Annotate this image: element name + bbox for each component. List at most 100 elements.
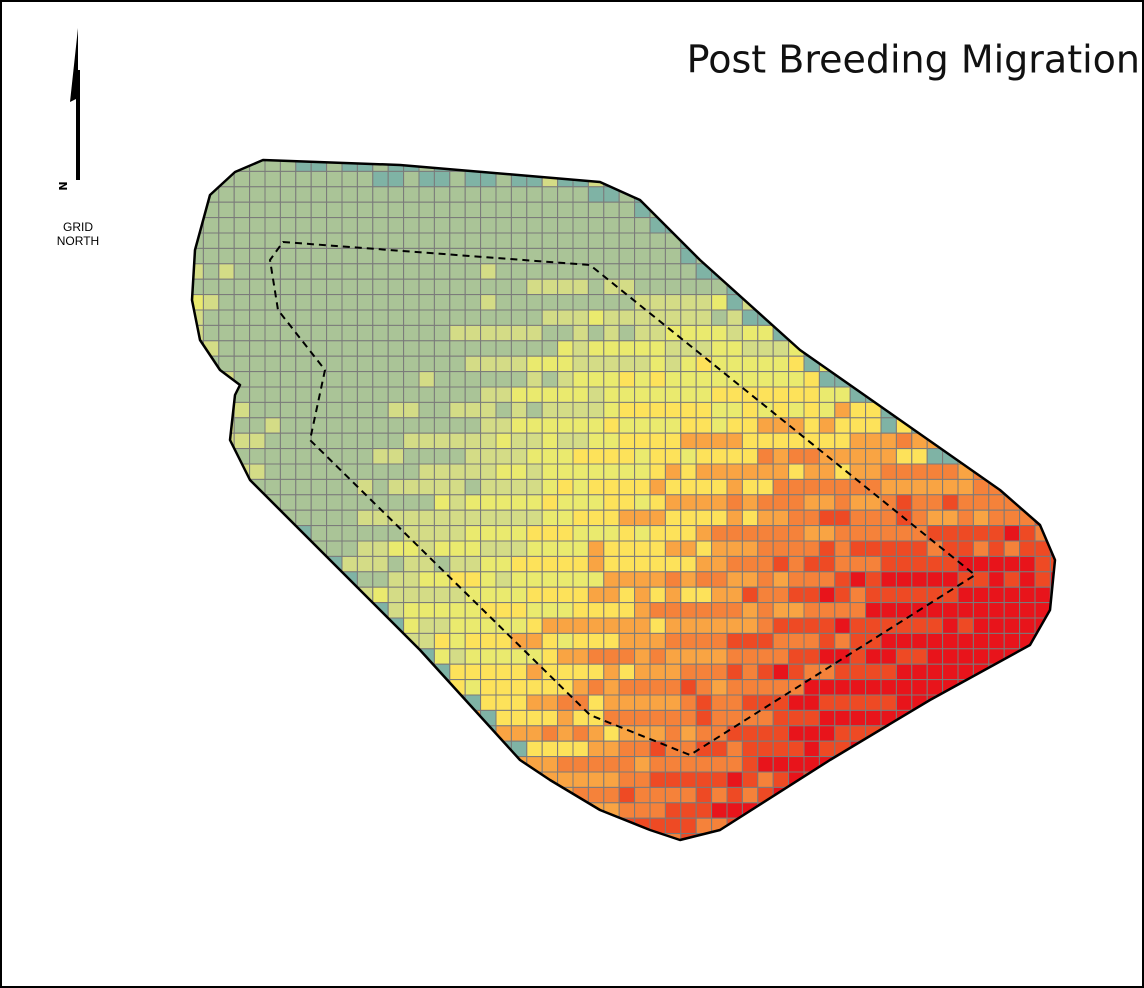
grid-cell — [849, 401, 867, 419]
grid-cell — [849, 586, 867, 604]
grid-cell — [510, 478, 528, 496]
grid-cell — [587, 186, 605, 203]
grid-cell — [572, 571, 589, 588]
grid-cell — [480, 571, 497, 588]
grid-cell — [618, 740, 636, 758]
grid-cell — [726, 648, 743, 665]
grid-cell — [895, 571, 913, 588]
grid-cell — [911, 463, 928, 480]
grid-cell — [634, 571, 651, 588]
grid-cell — [880, 663, 897, 681]
grid-cell — [403, 217, 420, 234]
grid-cell — [233, 232, 251, 249]
grid-cell — [711, 586, 728, 604]
grid-cell — [572, 340, 589, 357]
grid-cell — [326, 478, 343, 496]
grid-cell — [464, 386, 482, 403]
grid-cell — [279, 478, 297, 496]
grid-cell — [603, 417, 620, 434]
grid-cell — [741, 371, 759, 388]
grid-cell — [356, 417, 374, 434]
grid-cell — [510, 217, 528, 234]
grid-cell — [1003, 509, 1021, 527]
grid-cell — [480, 432, 497, 450]
grid-cell — [618, 586, 636, 604]
grid-cell — [557, 648, 574, 665]
grid-cell — [310, 355, 328, 373]
grid-cell — [326, 386, 343, 403]
grid-cell — [480, 263, 497, 280]
grid-cell — [788, 448, 805, 465]
grid-cell — [711, 448, 728, 465]
north-arrow: N GRID NORTH — [56, 28, 99, 248]
grid-cell — [680, 725, 697, 742]
grid-cell — [711, 294, 728, 311]
grid-cell — [310, 324, 328, 342]
grid-cell — [233, 355, 251, 373]
grid-cell — [541, 540, 559, 557]
grid-cell — [618, 602, 636, 619]
grid-cell — [818, 632, 836, 650]
grid-cell — [757, 586, 774, 604]
grid-cell — [403, 340, 420, 357]
grid-cell — [356, 217, 374, 234]
grid-cell — [387, 371, 405, 388]
grid-cell — [449, 586, 466, 604]
grid-cell — [495, 663, 512, 681]
grid-cell — [557, 232, 574, 249]
grid-cell — [603, 648, 620, 665]
grid-cell — [480, 648, 497, 665]
grid-cell — [741, 540, 759, 557]
grid-cell — [649, 494, 666, 511]
grid-cell — [634, 278, 651, 296]
grid-cell — [510, 401, 528, 419]
grid-cell — [510, 324, 528, 342]
grid-cell — [572, 263, 589, 280]
grid-cell — [680, 540, 697, 557]
grid-cell — [865, 663, 882, 681]
grid-cell — [942, 571, 959, 588]
grid-cell — [834, 540, 851, 557]
grid-cell — [295, 417, 312, 434]
grid-cell — [726, 786, 743, 804]
grid-cell — [803, 401, 820, 419]
grid-cell — [603, 340, 620, 357]
grid-cell — [433, 632, 451, 650]
grid-cell — [341, 478, 358, 496]
grid-cell — [510, 494, 528, 511]
grid-cell — [372, 371, 389, 388]
grid-cell — [557, 448, 574, 465]
grid-cell — [1003, 571, 1021, 588]
grid-cell — [618, 555, 636, 573]
grid-cell — [510, 247, 528, 265]
grid-cell — [541, 555, 559, 573]
grid-cell — [649, 586, 666, 604]
grid-cell — [726, 432, 743, 450]
grid-cell — [510, 432, 528, 450]
grid-cell — [972, 602, 990, 619]
grid-cell — [202, 294, 220, 311]
grid-cell — [433, 509, 451, 527]
grid-cell — [587, 340, 605, 357]
grid-cell — [757, 648, 774, 665]
grid-cell — [788, 756, 805, 773]
grid-cell — [202, 247, 220, 265]
grid-cell — [218, 294, 235, 311]
grid-cell — [557, 463, 574, 480]
grid-cell — [480, 355, 497, 373]
grid-cell — [803, 632, 820, 650]
grid-cell — [618, 355, 636, 373]
grid-cell — [803, 648, 820, 665]
grid-cell — [387, 186, 405, 203]
grid-cell — [449, 648, 466, 665]
grid-cell — [695, 602, 713, 619]
grid-cell — [449, 525, 466, 542]
grid-cell — [418, 309, 435, 326]
grid-cell — [449, 509, 466, 527]
grid-cell — [680, 648, 697, 665]
grid-cell — [541, 186, 559, 203]
grid-cell — [972, 571, 990, 588]
grid-cell — [403, 571, 420, 588]
grid-cell — [557, 386, 574, 403]
grid-cell — [233, 417, 251, 434]
